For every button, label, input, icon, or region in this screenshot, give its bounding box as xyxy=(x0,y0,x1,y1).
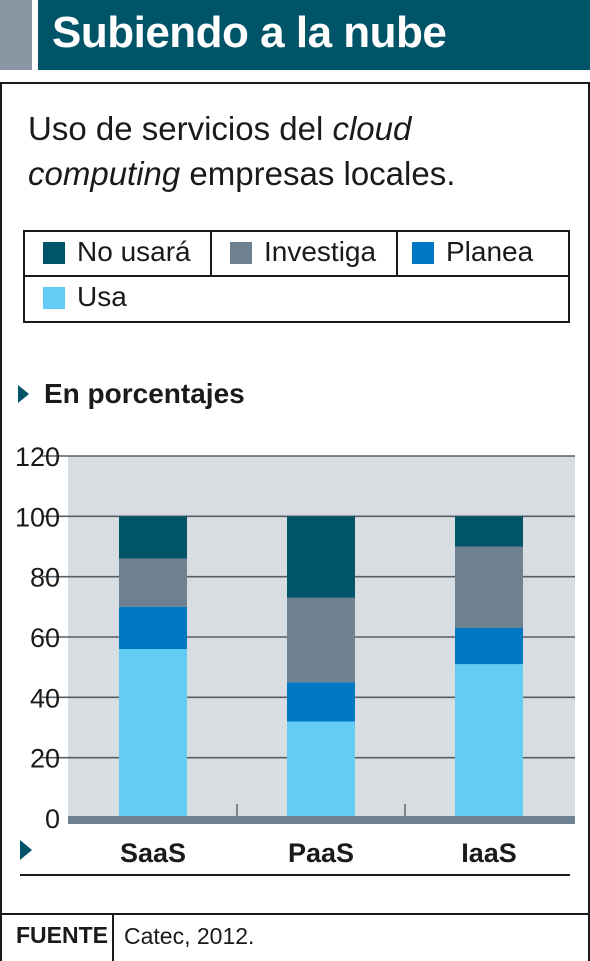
source-separator xyxy=(112,913,114,961)
chart-frame xyxy=(0,82,590,961)
bar-segment-nousar xyxy=(119,516,187,559)
legend-separator xyxy=(210,232,212,276)
chart-title: Subiendo a la nube xyxy=(52,8,447,57)
bar-segment-planea xyxy=(455,627,523,665)
legend-divider xyxy=(25,275,568,277)
source-text: Catec, 2012. xyxy=(124,923,255,949)
x-tick-label: PaaS xyxy=(288,838,354,868)
y-tick-label: 0 xyxy=(45,804,60,834)
bar-segment-planea xyxy=(119,606,187,650)
source-label: FUENTE xyxy=(16,922,108,948)
bar-segment-usa xyxy=(119,649,187,818)
section-label: En porcentajes xyxy=(44,378,245,409)
y-tick-label: 20 xyxy=(30,744,60,774)
axis-arrow-icon xyxy=(20,840,32,860)
title-accent-bar xyxy=(0,0,32,70)
subtitle-part-1: Uso de servicios del xyxy=(28,110,333,147)
bar-segment-investiga xyxy=(119,558,187,607)
y-tick-label: 60 xyxy=(30,623,60,653)
legend-swatch-no-usara xyxy=(43,242,65,264)
legend-label-no-usara: No usará xyxy=(77,236,191,267)
legend-separator xyxy=(396,232,398,276)
legend-item-planea: Planea xyxy=(398,232,568,276)
legend-swatch-investiga xyxy=(230,242,252,264)
chart-bottom-rule xyxy=(20,874,570,876)
bar-segment-planea xyxy=(287,682,355,722)
x-axis-baseline xyxy=(68,816,575,824)
bar-segment-usa xyxy=(287,721,355,818)
y-tick-label: 80 xyxy=(30,563,60,593)
bar-segment-investiga xyxy=(287,597,355,683)
title-bar: Subiendo a la nube xyxy=(38,0,590,70)
legend-swatch-planea xyxy=(412,242,434,264)
stacked-bar-chart: 0 20 40 60 80 100 120 SaaS PaaS IaaS xyxy=(15,442,575,868)
bar-segment-usa xyxy=(455,664,523,818)
legend-label-planea: Planea xyxy=(446,236,534,267)
subtitle-part-2: empresas locales. xyxy=(180,155,456,192)
section-arrow-icon xyxy=(18,385,29,403)
legend-item-no-usara: No usará xyxy=(25,232,210,276)
legend-label-usa: Usa xyxy=(77,281,127,312)
chart-subtitle: Uso de servicios del cloud computing emp… xyxy=(28,106,568,196)
legend-item-investiga: Investiga xyxy=(212,232,396,276)
legend-item-usa: Usa xyxy=(25,277,210,321)
bar-segment-nousar xyxy=(287,516,355,598)
x-tick-label: IaaS xyxy=(461,838,517,868)
legend: No usará Investiga Planea Usa xyxy=(23,230,570,323)
x-tick-label: SaaS xyxy=(120,838,186,868)
y-tick-label: 40 xyxy=(30,683,60,713)
bar-segment-investiga xyxy=(455,546,523,628)
legend-label-investiga: Investiga xyxy=(264,236,377,267)
source-divider xyxy=(0,913,590,915)
legend-swatch-usa xyxy=(43,287,65,309)
y-tick-label: 100 xyxy=(15,502,60,532)
bar-segment-nousar xyxy=(455,516,523,547)
subtitle-italic: cloud computing xyxy=(28,110,412,192)
y-tick-label: 120 xyxy=(15,442,60,472)
